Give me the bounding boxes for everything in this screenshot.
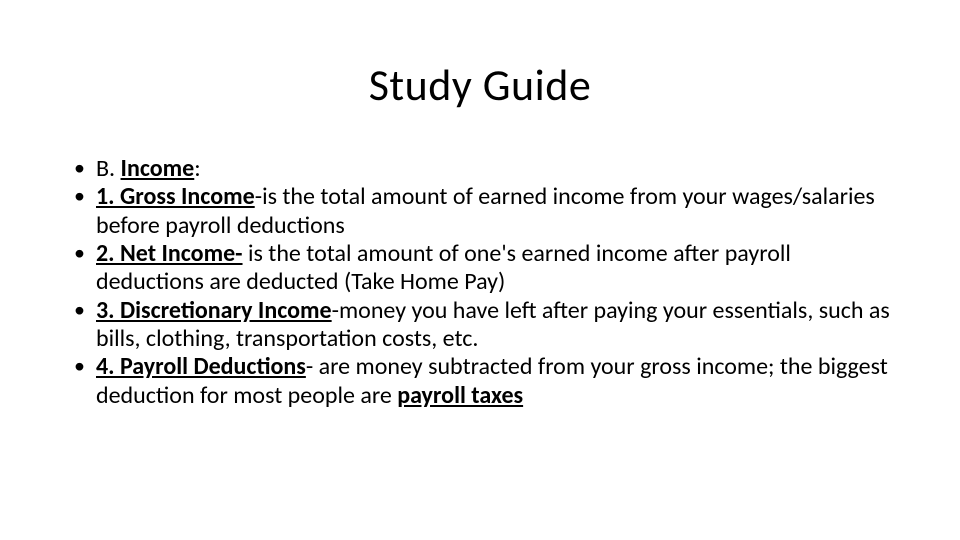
bullet-list: B. Income: 1. Gross Income-is the total … [68, 155, 892, 410]
list-item: B. Income: [68, 155, 892, 183]
list-item: 1. Gross Income-is the total amount of e… [68, 183, 892, 240]
bullet-rest: : [194, 154, 200, 183]
page-title: Study Guide [0, 58, 960, 112]
list-item: 2. Net Income- is the total amount of on… [68, 240, 892, 297]
body-text: B. Income: 1. Gross Income-is the total … [68, 155, 892, 410]
bullet-term: 3. Discretionary Income [96, 296, 332, 325]
list-item: 4. Payroll Deductions- are money subtrac… [68, 353, 892, 410]
bullet-term: Income [121, 154, 195, 183]
list-item: 3. Discretionary Income-money you have l… [68, 297, 892, 354]
bullet-term: 4. Payroll Deductions [96, 352, 306, 381]
bullet-term: 1. Gross Income [96, 182, 255, 211]
bullet-term: 2. Net Income- [96, 239, 243, 268]
slide: Study Guide B. Income: 1. Gross Income-i… [0, 0, 960, 540]
bullet-tail-term: payroll taxes [397, 381, 523, 410]
bullet-lead: B. [96, 154, 121, 183]
